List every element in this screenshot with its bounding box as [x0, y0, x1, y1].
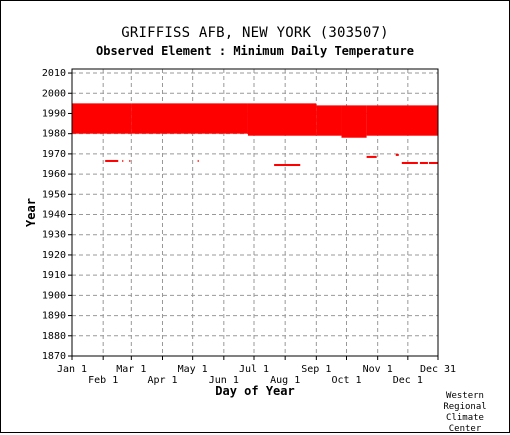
chart-subtitle: Observed Element : Minimum Daily Tempera… — [96, 44, 414, 58]
x-tick-label: Dec 1 — [393, 375, 423, 386]
x-tick-label: Nov 1 — [363, 364, 393, 375]
y-tick-label: 2000 — [42, 88, 66, 99]
credit-line-4: Center — [448, 424, 482, 434]
y-tick-label: 1940 — [42, 210, 66, 221]
y-tick-label: 2010 — [42, 68, 66, 79]
x-tick-label: Jul 1 — [239, 364, 269, 375]
data-record-bar — [247, 103, 317, 136]
x-tick-label: Aug 1 — [270, 375, 300, 386]
y-tick-label: 1950 — [42, 189, 66, 200]
data-record-bar — [316, 105, 342, 136]
data-record-bar — [366, 105, 438, 136]
credit-line-1: Western — [446, 391, 484, 401]
y-tick-label: 1920 — [42, 250, 66, 261]
data-record-bar — [341, 105, 367, 138]
y-tick-label: 1910 — [42, 270, 66, 281]
data-record-bar — [197, 159, 199, 162]
x-tick-label: Mar 1 — [116, 364, 146, 375]
x-tick-label: Sep 1 — [301, 364, 331, 375]
y-tick-label: 1930 — [42, 230, 66, 241]
credit-line-2: Regional — [443, 402, 487, 412]
data-record-bar — [366, 155, 377, 158]
x-tick-label: Jan 1 — [57, 364, 87, 375]
x-axis-title: Day of Year — [215, 384, 294, 398]
credit-block: Western Regional Climate Center — [435, 391, 495, 435]
data-record-bar — [428, 161, 438, 164]
x-tick-label: Oct 1 — [331, 375, 361, 386]
x-tick-label: Dec 31 — [420, 364, 456, 375]
data-record-bar — [129, 159, 131, 162]
credit-line-3: Climate — [446, 413, 484, 423]
tick-layer: 1870 1880 1890 1900 1910 1920 1930 1940 1950 1960… — [42, 68, 456, 386]
data-record-bar — [72, 103, 132, 134]
data-record-bar — [401, 161, 418, 164]
data-record-bar — [395, 153, 399, 156]
chart-title: GRIFFISS AFB, NEW YORK (303507) — [121, 25, 389, 41]
x-tick-label: May 1 — [178, 364, 208, 375]
data-record-bar — [122, 159, 124, 162]
y-tick-label: 1890 — [42, 311, 66, 322]
data-record-bar — [105, 159, 119, 162]
y-tick-label: 1990 — [42, 108, 66, 119]
y-tick-label: 1870 — [42, 351, 66, 362]
y-tick-label: 1900 — [42, 290, 66, 301]
y-axis-title: Year — [24, 198, 38, 227]
x-tick-label: Feb 1 — [88, 375, 118, 386]
x-tick-label: Apr 1 — [147, 375, 177, 386]
x-tick-label: Jun 1 — [209, 375, 239, 386]
y-tick-label: 1970 — [42, 149, 66, 160]
data-record-bar — [274, 163, 301, 167]
data-record-bar — [131, 103, 248, 134]
data-record-bar — [419, 161, 428, 164]
plot-border — [71, 68, 439, 357]
y-tick-label: 1980 — [42, 129, 66, 140]
y-tick-label: 1880 — [42, 331, 66, 342]
y-tick-label: 1960 — [42, 169, 66, 180]
data-layer — [72, 103, 438, 167]
